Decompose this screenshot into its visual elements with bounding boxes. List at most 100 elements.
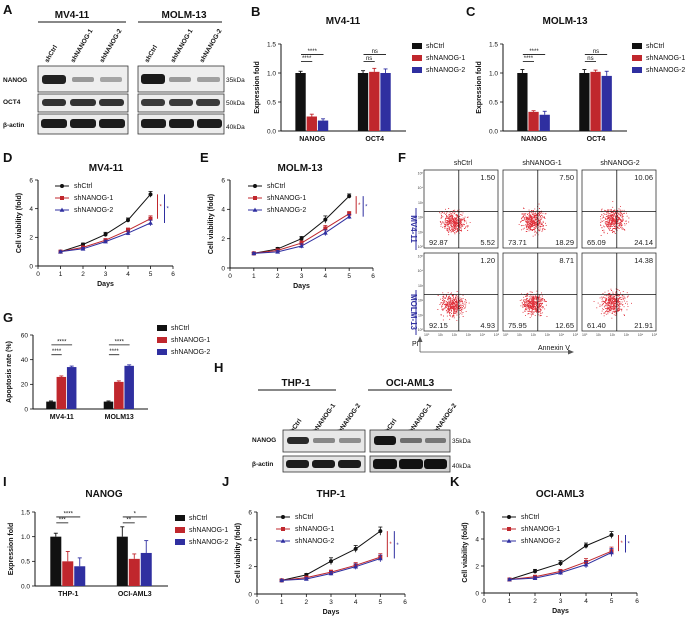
bar: [539, 114, 550, 131]
band: [99, 119, 125, 128]
significance-label: ****: [64, 511, 74, 517]
blot-a-row-nanog: NANOG: [3, 77, 27, 84]
bar: [590, 71, 601, 131]
flow-tick: 10⁴: [559, 333, 565, 337]
legend-label: shNANOG-1: [426, 55, 465, 62]
chart-title: OCI-AML3: [536, 489, 585, 500]
x-tick-label: 5: [149, 271, 153, 278]
bar: [528, 111, 539, 131]
data-point: [126, 218, 130, 223]
band: [141, 74, 165, 84]
data-point: [253, 184, 257, 188]
legend-swatch: [157, 325, 167, 331]
x-axis-label: Days: [293, 283, 310, 290]
legend-swatch: [175, 515, 185, 521]
flow-tick: 10¹: [438, 333, 444, 337]
bar: [50, 536, 62, 586]
legend-label: shNANOG-2: [646, 67, 685, 74]
quadrant-lr-value: 5.52: [480, 238, 495, 247]
significance-label: ****: [52, 349, 62, 355]
x-axis-label: Days: [97, 281, 114, 288]
flow-tick: 10¹: [418, 230, 424, 234]
flow-tick: 10²: [610, 333, 616, 337]
blot-h-marker-1: 35kDa: [452, 438, 471, 445]
bar: [357, 73, 369, 131]
quadrant-ur-value: 7.50: [559, 173, 574, 182]
data-point: [323, 226, 328, 231]
data-point: [281, 515, 285, 519]
band: [400, 438, 422, 443]
panel-label-i: I: [3, 474, 7, 489]
quadrant-lr-value: 24.14: [634, 238, 653, 247]
blot-a-marker-3: 40kDa: [226, 124, 245, 131]
data-point: [60, 196, 64, 200]
y-tick-label: 6: [475, 509, 479, 516]
flow-tick: 10²: [531, 333, 537, 337]
panel-label-b: B: [251, 4, 260, 19]
data-point: [609, 550, 614, 555]
bar: [140, 552, 152, 586]
data-point: [532, 575, 538, 580]
y-tick-label: 6: [29, 177, 33, 184]
band: [169, 119, 194, 128]
blot-a-lane-1: shCtrl: [44, 44, 60, 64]
legend-label: shCtrl: [521, 514, 540, 521]
legend-label: shCtrl: [295, 514, 314, 521]
legend-label: shNANOG-2: [189, 539, 228, 546]
blot-a-cellline-1: MV4-11: [55, 10, 90, 21]
y-tick-label: 2: [221, 236, 225, 243]
legend-label: shNANOG-1: [295, 526, 334, 533]
data-point: [347, 211, 352, 216]
y-tick-label: 2: [29, 235, 33, 242]
y-axis-label: Apoptosis rate (%): [6, 341, 13, 403]
chart-title: NANOG: [85, 489, 122, 500]
data-point: [507, 527, 511, 531]
quadrant-ll-value: 65.09: [587, 238, 606, 247]
bar: [66, 367, 77, 409]
flow-tick: 10²: [418, 299, 424, 303]
x-tick-label: 6: [171, 271, 175, 278]
data-point: [583, 562, 589, 567]
x-category-label: NANOG: [299, 136, 326, 143]
legend-label: shNANOG-1: [521, 526, 560, 533]
y-tick-label: 60: [21, 332, 29, 339]
x-category-label: MOLM13: [105, 414, 134, 421]
significance-label: ns: [366, 56, 372, 62]
y-tick-label: 0.5: [21, 559, 30, 566]
y-tick-label: 0: [29, 263, 33, 270]
data-point: [148, 192, 153, 197]
chart-title: MOLM-13: [543, 16, 588, 27]
legend-swatch: [412, 55, 422, 61]
x-tick-label: 1: [280, 599, 284, 606]
x-tick-label: 0: [228, 273, 232, 280]
blot-a-lane-2: shNANOG-1: [70, 28, 95, 64]
x-tick-label: 6: [403, 599, 407, 606]
x-category-label: OCI-AML3: [118, 591, 152, 598]
data-point: [533, 569, 537, 574]
event-dots: [437, 291, 470, 321]
band: [338, 460, 361, 468]
quadrant-ur-value: 10.06: [634, 173, 653, 182]
chart-title: MV4-11: [89, 163, 124, 174]
data-point: [609, 532, 614, 537]
data-point: [347, 194, 352, 199]
blot-h-row-nanog: NANOG: [252, 437, 276, 444]
band: [196, 99, 220, 106]
x-tick-label: 3: [329, 599, 333, 606]
bar: [124, 365, 134, 409]
flow-tick: 10³: [418, 284, 424, 288]
band: [374, 436, 396, 445]
data-point: [299, 241, 304, 246]
flow-tick: 10⁵: [573, 333, 579, 337]
y-tick-label: 0.0: [489, 128, 498, 135]
flow-col-2: shNANOG-1: [522, 160, 561, 167]
x-category-label: THP-1: [58, 591, 78, 598]
legend-label: shNANOG-1: [267, 195, 306, 202]
significance-label: ****: [524, 56, 534, 62]
band: [313, 438, 335, 443]
flow-tick: 10⁵: [418, 171, 424, 175]
x-tick-label: 3: [300, 273, 304, 280]
y-axis-label: Cell viability (fold): [208, 194, 215, 254]
blot-h-marker-2: 40kDa: [452, 463, 471, 470]
